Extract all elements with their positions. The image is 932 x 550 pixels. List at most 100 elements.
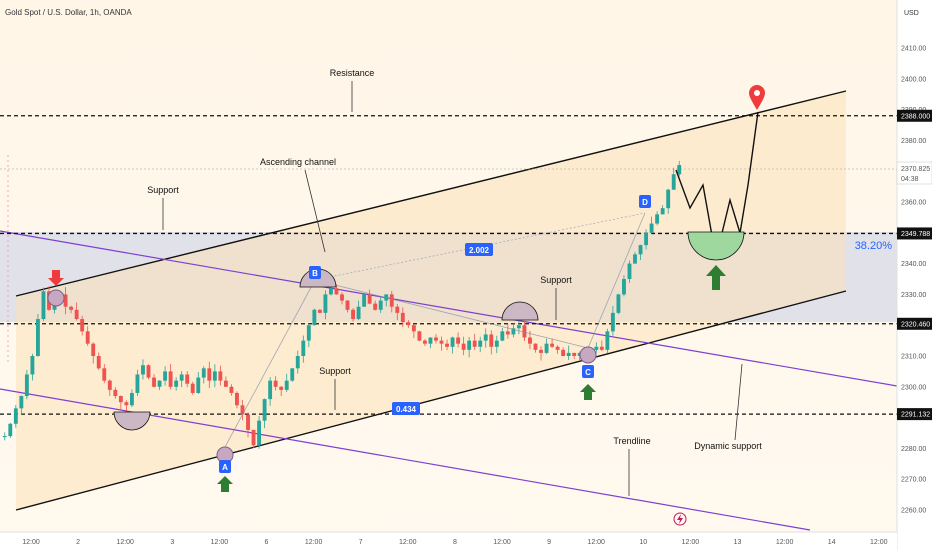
annotation-resistance: Resistance (330, 68, 375, 78)
candle-body (223, 380, 228, 387)
projection-path (675, 111, 759, 259)
annotation-support-low: Support (319, 366, 351, 376)
annotation-dynamic-support: Dynamic support (694, 441, 762, 451)
x-tick-label: 10 (639, 539, 647, 546)
green-cup (687, 231, 745, 261)
measure-ac-label: 0.434 (396, 405, 417, 414)
x-tick-label: 12:00 (682, 539, 700, 546)
current-price-badge (896, 161, 932, 185)
price-axis-panel[interactable] (897, 0, 932, 550)
support-cup (113, 411, 151, 431)
symbol-title: Gold Spot / U.S. Dollar, 1h, OANDA (5, 8, 132, 17)
candle-body (284, 380, 289, 390)
candle-body (113, 389, 118, 397)
up-arrow-icon-a (217, 476, 233, 492)
candle-body (489, 334, 494, 347)
candle-body (555, 346, 560, 350)
candle-body (533, 343, 538, 350)
time-axis-panel[interactable] (0, 532, 897, 550)
point-c-label: C (585, 368, 591, 377)
candle-body (279, 386, 284, 390)
point-d-tag (639, 195, 651, 208)
candle-body (41, 291, 46, 320)
candle-body (19, 396, 24, 409)
candle-body (129, 392, 134, 406)
candle-body (212, 371, 217, 381)
candle-body (456, 337, 461, 344)
candle-body (378, 300, 383, 310)
annotation-support-mid: Support (540, 275, 572, 285)
candle-body (539, 349, 543, 353)
annotation-support-top: Support (147, 185, 179, 195)
candle-body (257, 420, 262, 446)
candle-body (610, 312, 615, 332)
level-value-support-2: 2291.132 (901, 412, 930, 419)
candle-body (179, 374, 184, 381)
candle-body (511, 328, 516, 335)
candle-body (395, 306, 400, 313)
x-tick-label: 8 (453, 539, 457, 546)
candle-body (633, 254, 637, 264)
candle-body (74, 309, 79, 320)
candle-body (417, 331, 422, 341)
candle-body (312, 309, 317, 326)
candle-body (666, 189, 671, 209)
candle-body (246, 414, 250, 430)
measure-bd-label: 2.002 (469, 246, 490, 255)
candle-body (561, 349, 566, 356)
candle-body (638, 245, 643, 255)
x-tick-label: 12:00 (22, 539, 40, 546)
candle-body (616, 294, 621, 313)
candle-body (2, 436, 7, 438)
candle-body (329, 288, 333, 295)
candle-body (677, 165, 682, 175)
candle-body (622, 279, 626, 295)
candle-body (85, 331, 90, 344)
x-tick-label: 12:00 (211, 539, 229, 546)
candle-body (301, 340, 306, 356)
candle-body (362, 294, 367, 307)
x-tick-label: 2 (76, 539, 80, 546)
point-d-label: D (642, 198, 648, 207)
candle-body (262, 399, 267, 421)
level-badge-resistance (897, 109, 932, 122)
candle-body (251, 429, 256, 446)
candle-body (605, 331, 610, 350)
candle-body (400, 312, 405, 323)
point-c-tag (582, 365, 594, 378)
x-tick-label: 3 (170, 539, 174, 546)
x-tick-label: 6 (265, 539, 269, 546)
candle-body (389, 294, 394, 307)
y-tick-label: 2360.00 (901, 200, 926, 207)
candle-body (69, 306, 74, 310)
candle-body (422, 340, 427, 344)
candle-body (146, 365, 151, 378)
annotation-channel-pointer (304, 169, 326, 253)
candle-body (351, 309, 355, 320)
candle-body (168, 371, 173, 387)
lightning-bolt-icon (677, 514, 683, 524)
candle-body (229, 386, 234, 393)
candle-body (644, 232, 648, 246)
candle-body (655, 214, 660, 224)
y-tick-label: 2380.00 (901, 138, 926, 145)
dynamic-support-line (0, 230, 898, 387)
candle-body (141, 365, 145, 375)
x-tick-label: 13 (734, 539, 742, 546)
candle-body (340, 294, 344, 301)
lightning-icon[interactable] (673, 512, 687, 526)
target-pin-dot (754, 90, 760, 96)
candle-body (572, 352, 577, 356)
measure-bd-tag (465, 243, 493, 256)
candle-body (36, 319, 40, 356)
candle-body (660, 208, 665, 215)
candle-body (472, 340, 477, 347)
y-tick-label: 2280.00 (901, 446, 926, 453)
candle-body (295, 356, 300, 369)
level-badge-support-1 (897, 317, 932, 330)
candle-body (566, 352, 571, 356)
candle-body (273, 380, 278, 387)
candle-body (434, 337, 438, 341)
candle-body (107, 380, 112, 390)
